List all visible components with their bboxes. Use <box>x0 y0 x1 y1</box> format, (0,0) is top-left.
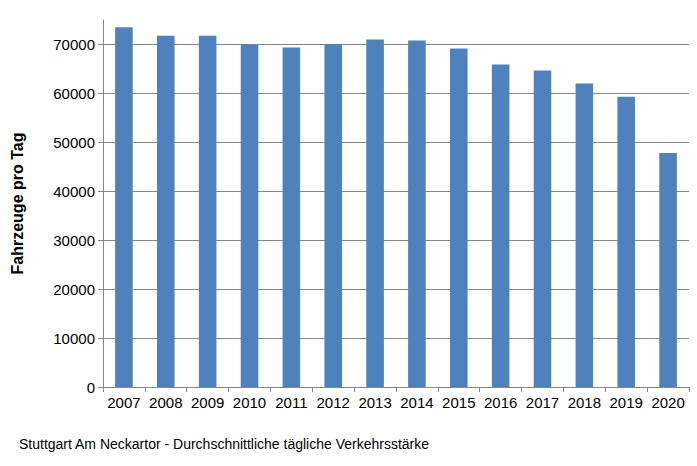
svg-text:2010: 2010 <box>233 394 266 411</box>
svg-text:2015: 2015 <box>442 394 475 411</box>
svg-text:60000: 60000 <box>53 85 95 102</box>
svg-text:50000: 50000 <box>53 134 95 151</box>
svg-text:2020: 2020 <box>651 394 684 411</box>
svg-text:10000: 10000 <box>53 330 95 347</box>
svg-text:2011: 2011 <box>275 394 307 411</box>
svg-text:2018: 2018 <box>568 394 601 411</box>
svg-text:0: 0 <box>87 379 95 396</box>
svg-text:2016: 2016 <box>484 394 517 411</box>
svg-text:2014: 2014 <box>400 394 433 411</box>
svg-text:2007: 2007 <box>107 394 140 411</box>
svg-text:30000: 30000 <box>53 232 95 249</box>
svg-text:2017: 2017 <box>526 394 559 411</box>
svg-text:2013: 2013 <box>358 394 391 411</box>
svg-text:20000: 20000 <box>53 281 95 298</box>
svg-text:2019: 2019 <box>610 394 643 411</box>
svg-text:40000: 40000 <box>53 183 95 200</box>
svg-text:2009: 2009 <box>191 394 224 411</box>
svg-text:70000: 70000 <box>53 36 95 53</box>
svg-text:2012: 2012 <box>317 394 350 411</box>
svg-text:Fahrzeuge pro Tag: Fahrzeuge pro Tag <box>9 133 26 275</box>
svg-text:Stuttgart Am Neckartor - Durch: Stuttgart Am Neckartor - Durchschnittlic… <box>19 436 429 452</box>
svg-text:2008: 2008 <box>149 394 182 411</box>
